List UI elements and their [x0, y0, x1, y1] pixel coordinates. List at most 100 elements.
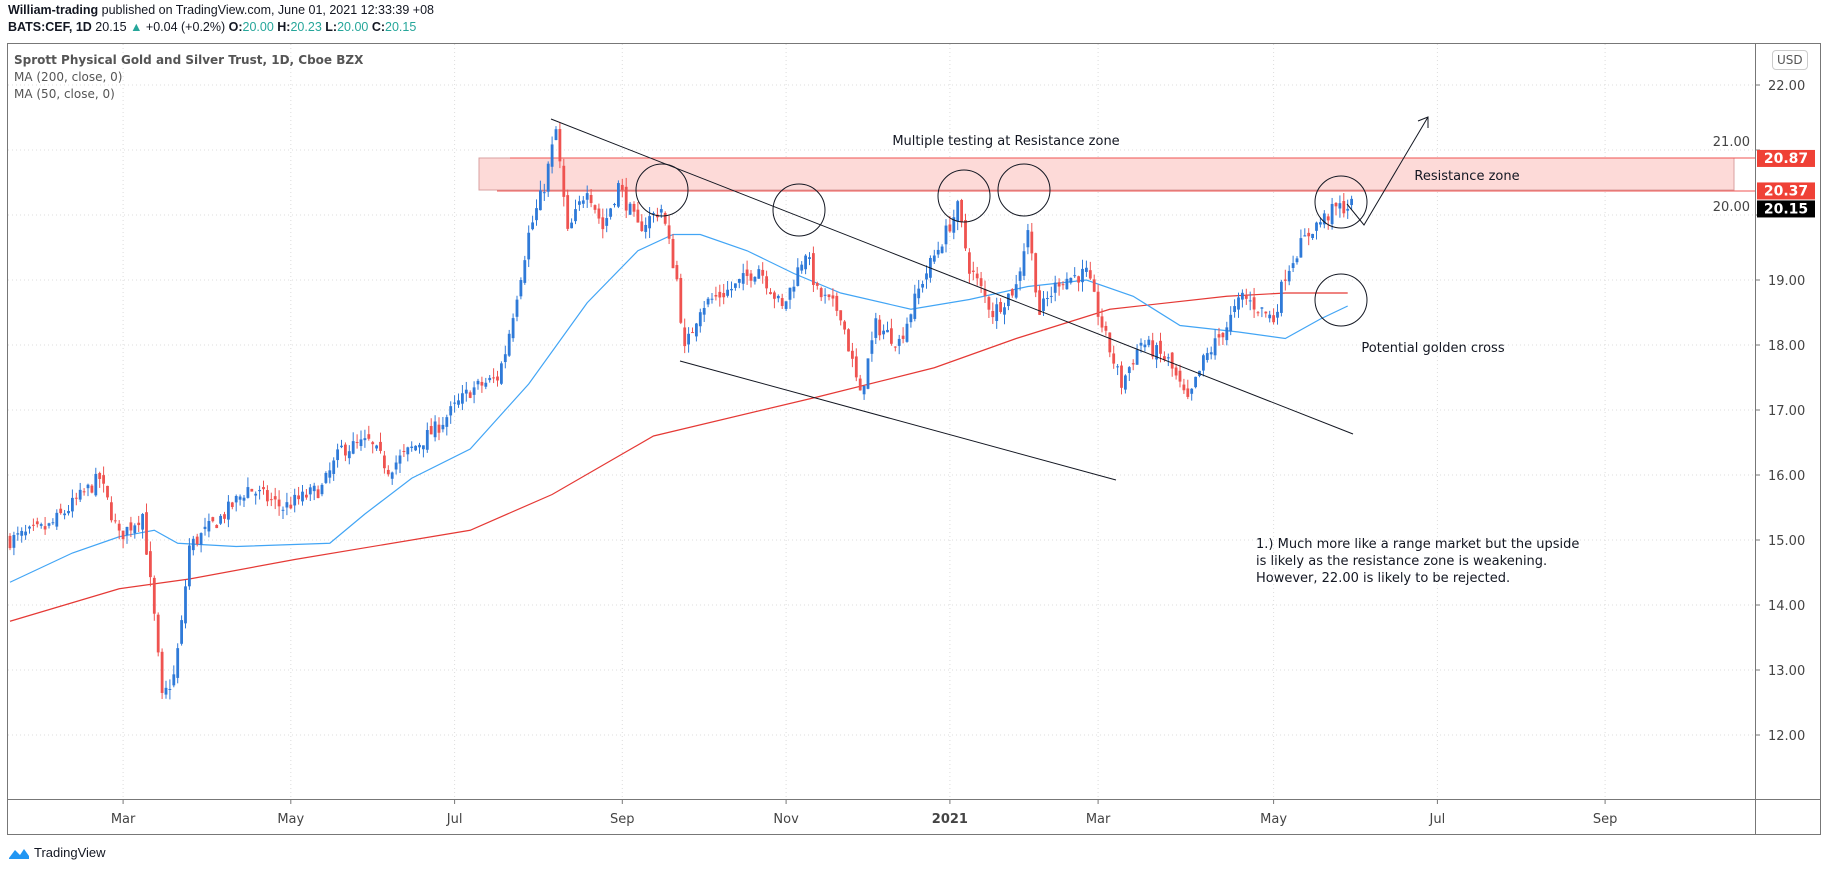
- price-tag-label: 20.15: [1764, 201, 1808, 217]
- candle-body: [125, 526, 129, 536]
- candle-body: [234, 496, 238, 503]
- candle-body: [519, 280, 523, 297]
- resistance-title: Multiple testing at Resistance zone: [892, 134, 1119, 149]
- candle-body: [230, 502, 234, 508]
- time-axis[interactable]: Mar May Jul Sep Nov 2021 Mar May Jul Sep: [111, 799, 1618, 827]
- candle-body: [620, 184, 624, 190]
- golden-cross-circle: [1314, 273, 1368, 327]
- ma50-line: [9, 233, 1348, 583]
- candle-body: [734, 283, 737, 288]
- candle-body: [831, 295, 835, 299]
- up-arrow-icon: ▲: [130, 20, 143, 34]
- time-tick-label: Sep: [1593, 812, 1618, 827]
- time-tick-label: Jul: [1429, 812, 1446, 827]
- candle-body: [1205, 353, 1209, 360]
- publish-info: William-trading published on TradingView…: [8, 3, 434, 17]
- candle-body: [511, 318, 515, 339]
- candle-body: [1178, 370, 1182, 382]
- candle-body: [406, 447, 410, 455]
- candle-body: [854, 356, 858, 378]
- candle-body: [722, 292, 726, 298]
- candle-body: [1350, 198, 1353, 206]
- price-tick-label: 18.00: [1768, 339, 1805, 354]
- candle-body: [1018, 271, 1022, 281]
- candle-body: [1038, 290, 1041, 315]
- legend-ma200[interactable]: MA (200, close, 0): [14, 70, 123, 84]
- candle-body: [445, 417, 449, 427]
- candle-body: [714, 295, 718, 297]
- candle-body: [718, 291, 722, 298]
- price-tick-label: 15.00: [1768, 534, 1805, 549]
- test-circle-3: [937, 169, 991, 223]
- candle-body: [398, 455, 402, 464]
- candle-body: [1295, 258, 1299, 263]
- test-circle-4: [997, 163, 1051, 217]
- candle-body: [574, 209, 577, 222]
- candle-body: [983, 289, 987, 296]
- candle-body: [254, 493, 258, 496]
- candle-body: [628, 203, 632, 215]
- candle-body: [149, 551, 152, 578]
- candle-body: [913, 293, 917, 319]
- candle-body: [328, 470, 332, 478]
- candle-body: [624, 186, 628, 211]
- candle-body: [429, 426, 433, 435]
- candle-body: [1194, 376, 1197, 388]
- candle-body: [308, 487, 312, 495]
- candle-body: [1003, 307, 1006, 315]
- candle-body: [698, 312, 702, 327]
- candle-body: [414, 445, 417, 451]
- candle-body: [1100, 316, 1104, 328]
- candle-body: [851, 350, 854, 359]
- candle-body: [386, 469, 390, 475]
- candle-body: [371, 442, 375, 445]
- candle-body: [979, 278, 983, 287]
- time-tick-label: Nov: [773, 812, 799, 827]
- candle-body: [375, 445, 378, 449]
- candle-body: [1147, 339, 1151, 346]
- candle-body: [753, 276, 757, 282]
- price-axis[interactable]: 12.00 13.00 14.00 15.00 16.00 17.00 18.00 19.00…: [1713, 79, 1805, 744]
- test-circle-1: [635, 163, 689, 217]
- candle-body: [160, 651, 164, 693]
- candle-body: [827, 294, 831, 298]
- legend-title: Sprott Physical Gold and Silver Trust, 1…: [14, 53, 364, 67]
- candle-body: [468, 392, 472, 398]
- price-tag-label: 20.37: [1764, 183, 1808, 199]
- candle-body: [43, 526, 47, 530]
- candle-body: [1315, 222, 1318, 231]
- candle-body: [223, 514, 226, 519]
- candle-body: [1046, 298, 1049, 300]
- candle-body: [172, 674, 176, 686]
- candle-body: [199, 533, 203, 545]
- candle-body: [1280, 281, 1283, 313]
- candle-body: [238, 496, 242, 500]
- price-tag-label: 20.87: [1764, 151, 1808, 167]
- legend-ma50[interactable]: MA (50, close, 0): [14, 87, 115, 101]
- currency-button[interactable]: USD: [1772, 50, 1808, 70]
- candle-body: [964, 220, 967, 249]
- candle-body: [472, 387, 476, 395]
- candle-body: [425, 429, 429, 450]
- candle-body: [492, 377, 495, 379]
- candle-body: [129, 522, 133, 531]
- candle-body: [1322, 213, 1326, 225]
- open-label: O:: [228, 20, 243, 34]
- candle-body: [180, 620, 183, 644]
- candle-body: [1135, 349, 1139, 365]
- note-line-3: However, 22.00 is likely to be rejected.: [1256, 571, 1510, 586]
- candle-body: [648, 216, 651, 229]
- candle-body: [932, 255, 936, 262]
- price-tick-label: 13.00: [1768, 664, 1805, 679]
- candle-body: [1030, 231, 1034, 254]
- candle-body: [441, 424, 445, 430]
- candle-body: [164, 687, 168, 695]
- candle-body: [585, 193, 589, 200]
- candle-body: [110, 502, 113, 521]
- time-tick-label: May: [277, 812, 304, 827]
- candle-body: [293, 494, 297, 506]
- candle-body: [480, 381, 484, 386]
- candle-body: [968, 252, 971, 274]
- candle-body: [1069, 277, 1073, 283]
